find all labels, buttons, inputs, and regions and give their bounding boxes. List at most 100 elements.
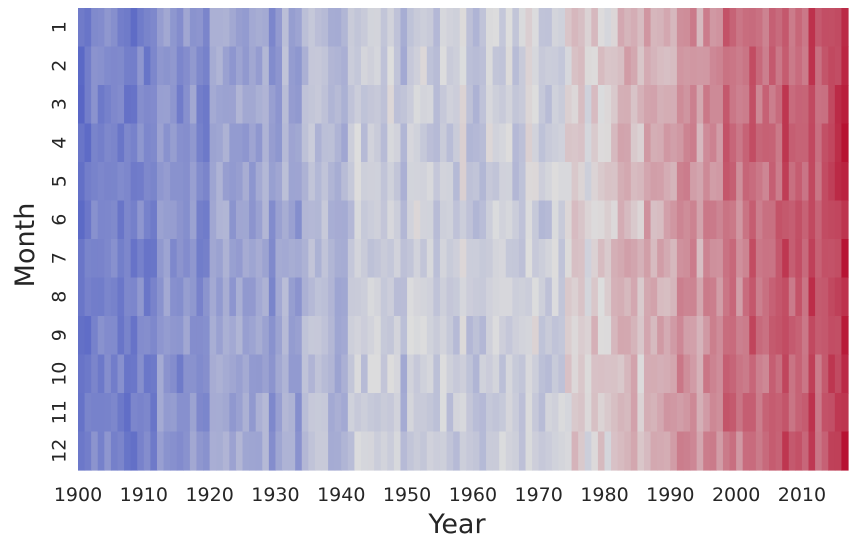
heatmap-cell bbox=[650, 239, 658, 279]
heatmap-cell bbox=[97, 239, 105, 279]
heatmap-cell bbox=[255, 123, 263, 163]
heatmap-cell bbox=[117, 393, 125, 433]
heatmap-cell bbox=[703, 354, 711, 394]
heatmap-cell bbox=[110, 8, 119, 48]
heatmap-cell bbox=[189, 46, 198, 86]
heatmap-cell bbox=[742, 316, 750, 356]
heatmap-cell bbox=[321, 8, 329, 48]
heatmap-cell bbox=[709, 8, 717, 48]
heatmap-cell bbox=[551, 200, 560, 240]
heatmap-cell bbox=[328, 85, 336, 125]
heatmap-cell bbox=[189, 239, 198, 279]
heatmap-cell bbox=[216, 8, 224, 48]
heatmap-cell bbox=[143, 431, 151, 471]
heatmap-cell bbox=[841, 85, 849, 125]
heatmap-cell bbox=[84, 277, 92, 317]
heatmap-cell bbox=[143, 393, 151, 433]
heatmap-cell bbox=[91, 200, 99, 240]
heatmap-cell bbox=[407, 277, 415, 317]
heatmap-cell bbox=[722, 316, 731, 356]
heatmap-cell bbox=[762, 316, 770, 356]
heatmap-cell bbox=[828, 393, 836, 433]
x-tick-label: 1920 bbox=[185, 484, 233, 506]
heatmap-cell bbox=[268, 316, 277, 356]
heatmap-cell bbox=[499, 393, 507, 433]
heatmap-cell bbox=[163, 123, 171, 163]
heatmap-cell bbox=[709, 162, 717, 202]
heatmap-cell bbox=[334, 85, 342, 125]
heatmap-cell bbox=[78, 8, 86, 48]
heatmap-cell bbox=[815, 316, 823, 356]
x-tick-label: 1980 bbox=[580, 484, 628, 506]
heatmap-cell bbox=[209, 277, 217, 317]
heatmap-cell bbox=[78, 393, 86, 433]
heatmap-cell bbox=[782, 316, 790, 356]
heatmap-cell bbox=[650, 85, 658, 125]
x-tick-label: 1970 bbox=[515, 484, 563, 506]
heatmap-cell bbox=[584, 431, 592, 471]
heatmap-cell bbox=[295, 239, 303, 279]
heatmap-cell bbox=[663, 239, 671, 279]
heatmap-cell bbox=[716, 123, 724, 163]
heatmap-cell bbox=[597, 393, 606, 433]
heatmap-cell bbox=[637, 46, 645, 86]
heatmap-cell bbox=[104, 123, 112, 163]
heatmap-cell bbox=[683, 354, 691, 394]
heatmap-cell bbox=[486, 162, 494, 202]
heatmap-cell bbox=[420, 354, 428, 394]
heatmap-cell bbox=[275, 8, 283, 48]
heatmap-cell bbox=[124, 162, 132, 202]
heatmap-cell bbox=[492, 316, 500, 356]
heatmap-cell bbox=[380, 8, 388, 48]
heatmap-cell bbox=[360, 8, 369, 48]
heatmap-cell bbox=[347, 200, 356, 240]
heatmap-cell bbox=[486, 431, 494, 471]
heatmap-cell bbox=[308, 239, 316, 279]
heatmap-cell bbox=[518, 200, 527, 240]
heatmap-cell bbox=[130, 277, 138, 317]
heatmap-cell bbox=[387, 46, 395, 86]
heatmap-cell bbox=[604, 200, 612, 240]
heatmap-cell bbox=[795, 162, 803, 202]
heatmap-cell bbox=[624, 354, 632, 394]
heatmap-cell bbox=[393, 46, 402, 86]
heatmap-cell bbox=[189, 123, 198, 163]
heatmap-cell bbox=[472, 85, 481, 125]
heatmap-cell bbox=[749, 239, 757, 279]
heatmap-cell bbox=[637, 431, 645, 471]
heatmap-cell bbox=[788, 200, 796, 240]
heatmap-cell bbox=[670, 200, 678, 240]
heatmap-cell bbox=[486, 85, 494, 125]
heatmap-cell bbox=[736, 85, 744, 125]
heatmap-cell bbox=[696, 46, 704, 86]
heatmap-cell bbox=[683, 393, 691, 433]
heatmap-cell bbox=[216, 162, 224, 202]
heatmap-cell bbox=[262, 46, 270, 86]
heatmap-cell bbox=[380, 123, 388, 163]
heatmap-cell bbox=[229, 46, 237, 86]
heatmap-cell bbox=[663, 162, 671, 202]
heatmap-cell bbox=[262, 239, 270, 279]
heatmap-cell bbox=[499, 239, 507, 279]
heatmap-cell bbox=[551, 162, 560, 202]
heatmap-cell bbox=[360, 200, 369, 240]
heatmap-cell bbox=[328, 123, 336, 163]
heatmap-cell bbox=[663, 8, 671, 48]
heatmap-cell bbox=[729, 239, 737, 279]
heatmap-cell bbox=[709, 46, 717, 86]
heatmap-cell bbox=[650, 316, 658, 356]
heatmap-cell bbox=[532, 431, 540, 471]
heatmap-cell bbox=[439, 239, 448, 279]
heatmap-cell bbox=[617, 239, 625, 279]
heatmap-cell bbox=[736, 239, 744, 279]
heatmap-cell bbox=[558, 162, 566, 202]
heatmap-cell bbox=[578, 200, 586, 240]
heatmap-cell bbox=[295, 46, 303, 86]
heatmap-cell bbox=[525, 123, 533, 163]
heatmap-cell bbox=[387, 277, 395, 317]
heatmap-cell bbox=[110, 200, 119, 240]
heatmap-cell bbox=[788, 123, 796, 163]
heatmap-cell bbox=[834, 46, 843, 86]
heatmap-cell bbox=[637, 239, 645, 279]
heatmap-cell bbox=[703, 393, 711, 433]
